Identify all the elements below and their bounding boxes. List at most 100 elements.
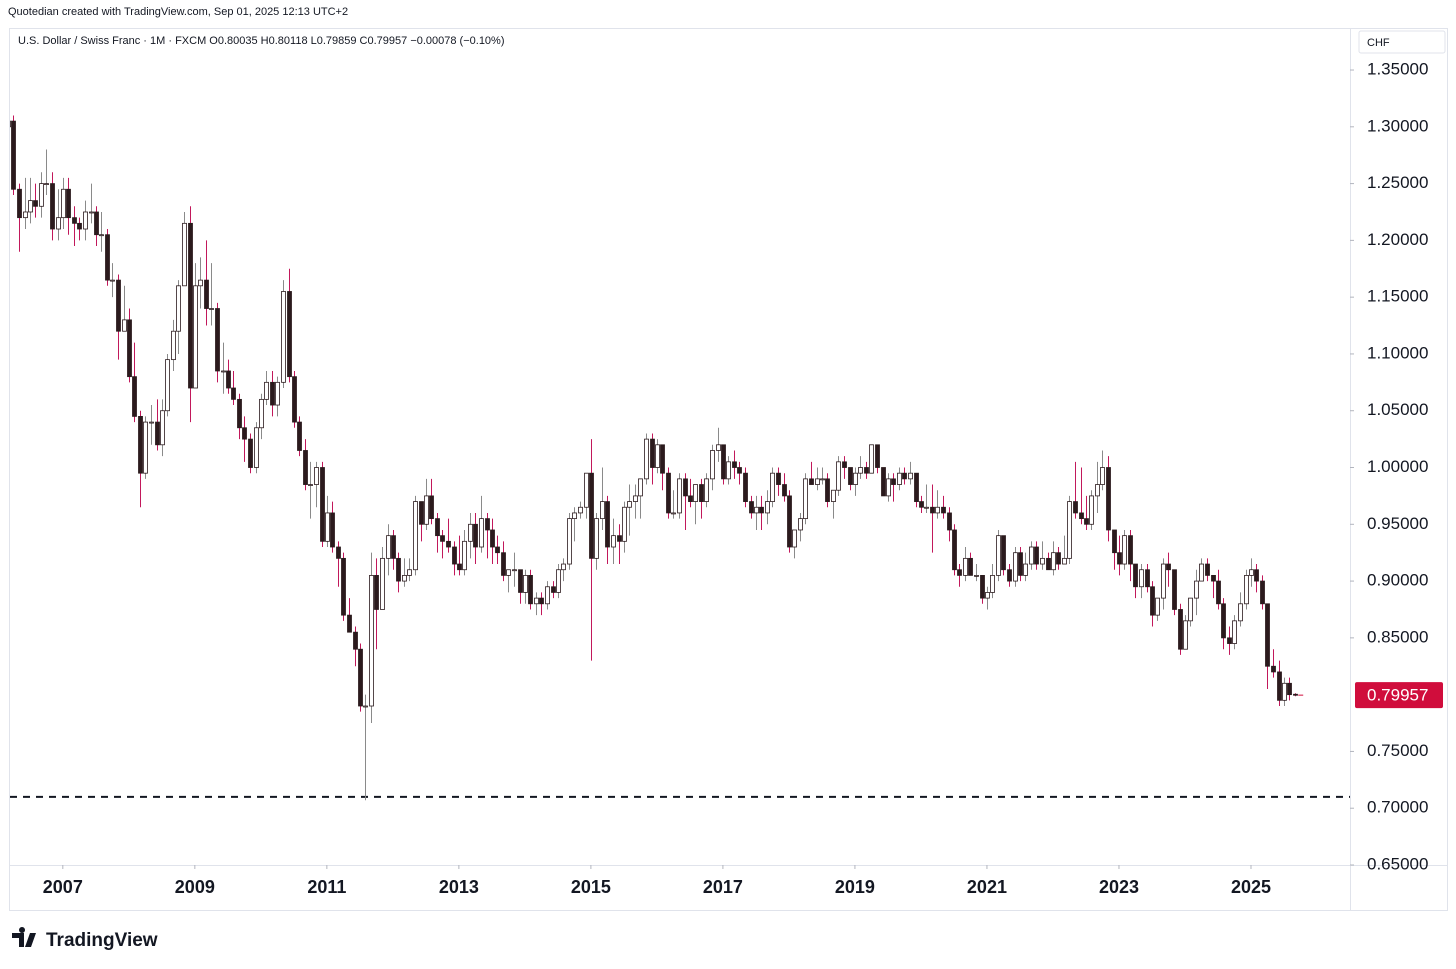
candle-body xyxy=(617,535,622,542)
candle-body xyxy=(204,279,209,309)
currency-label[interactable]: CHF xyxy=(1367,37,1390,49)
candle-body xyxy=(50,183,55,230)
candle-body xyxy=(110,279,115,282)
candle-body xyxy=(952,529,957,571)
candle-body xyxy=(270,381,275,406)
candle-body xyxy=(726,461,731,480)
candle-body xyxy=(1079,512,1084,520)
candle-body xyxy=(501,552,506,576)
candle-body xyxy=(594,518,599,559)
candle-body xyxy=(44,183,49,185)
candle-body xyxy=(182,222,187,287)
candle-body xyxy=(143,421,148,474)
candle-body xyxy=(1139,569,1144,588)
candle-body xyxy=(666,472,671,514)
candle-body xyxy=(264,381,269,400)
candle-body xyxy=(518,569,523,593)
candle-body xyxy=(473,523,478,548)
candle-body xyxy=(61,188,66,219)
y-tick-label: 1.10000 xyxy=(1367,343,1428,362)
candle-body xyxy=(1051,552,1056,571)
candle-body xyxy=(1128,535,1133,565)
candle-body xyxy=(11,120,16,190)
candle-body xyxy=(1205,563,1210,576)
candle-body xyxy=(990,575,995,593)
candle-body xyxy=(853,472,858,485)
candle-body xyxy=(259,398,264,429)
candle-body xyxy=(1293,693,1298,696)
candle-body xyxy=(353,631,358,650)
candle-body xyxy=(160,410,165,446)
candle-body xyxy=(886,478,891,497)
candle-body xyxy=(1073,501,1078,514)
candle-body xyxy=(1232,620,1237,644)
candle-body xyxy=(215,308,220,372)
candle-body xyxy=(1089,495,1094,525)
candle-body xyxy=(297,421,302,451)
candle-body xyxy=(980,575,985,599)
y-tick-label: 1.35000 xyxy=(1367,60,1428,79)
logo-text: TradingView xyxy=(46,930,158,951)
x-tick-label: 2013 xyxy=(439,877,479,897)
candle-body xyxy=(534,597,539,605)
y-tick-label: 1.30000 xyxy=(1367,116,1428,135)
candle-body xyxy=(138,416,143,474)
candle-body xyxy=(413,501,418,571)
candle-body xyxy=(287,291,292,378)
candle-body xyxy=(858,467,863,474)
y-tick-label: 0.70000 xyxy=(1367,798,1428,817)
candle-body xyxy=(996,535,1001,576)
candle-body xyxy=(1244,575,1249,605)
candle-body xyxy=(605,501,610,548)
candle-body xyxy=(1249,569,1254,576)
candle-body xyxy=(875,444,880,468)
candle-body xyxy=(402,575,407,582)
logo: TradingView xyxy=(12,926,158,951)
candle-body xyxy=(1018,552,1023,576)
candle-body xyxy=(749,501,754,514)
x-tick-label: 2007 xyxy=(43,877,83,897)
candle-body xyxy=(947,512,952,531)
candle-body xyxy=(176,285,181,332)
candle-body xyxy=(83,211,88,230)
candle-body xyxy=(683,478,688,497)
candle-body xyxy=(446,540,451,548)
candle-body xyxy=(275,381,280,406)
candle-body xyxy=(1117,552,1122,565)
candle-body xyxy=(825,478,830,502)
candle-body xyxy=(452,546,457,565)
candle-body xyxy=(1007,569,1012,582)
candle-body xyxy=(127,319,132,378)
candle-body xyxy=(1238,603,1243,622)
candle-body xyxy=(1106,467,1111,531)
candle-body xyxy=(314,467,319,485)
candle-body xyxy=(374,575,379,610)
candle-body xyxy=(556,569,561,593)
candle-body xyxy=(1166,563,1171,571)
axes: 0.65000 0.70000 0.75000 0.85000 0.90000 0.950… xyxy=(43,60,1443,897)
candle-body xyxy=(1034,546,1039,565)
candle-body xyxy=(1100,467,1105,485)
candle-body xyxy=(341,557,346,616)
plot xyxy=(10,115,1350,801)
candle-body xyxy=(188,222,193,389)
candle-body xyxy=(1161,563,1166,599)
candle-body xyxy=(600,501,605,520)
y-tick-label: 1.15000 xyxy=(1367,287,1428,306)
candle-body xyxy=(221,370,226,373)
candle-body xyxy=(419,501,424,525)
candle-body xyxy=(869,444,874,474)
candle-body xyxy=(242,427,247,440)
candle-body xyxy=(688,495,693,502)
candle-body xyxy=(1067,501,1072,559)
candle-body xyxy=(836,461,841,491)
candle-body xyxy=(721,444,726,480)
candle-body xyxy=(320,467,325,542)
x-tick-label: 2015 xyxy=(571,877,611,897)
candle-body xyxy=(1199,563,1204,582)
candle-body xyxy=(116,279,121,332)
y-tick-label: 1.05000 xyxy=(1367,400,1428,419)
candle-body xyxy=(122,319,127,332)
currency-box[interactable] xyxy=(1358,30,1446,54)
candle-body xyxy=(248,438,253,468)
